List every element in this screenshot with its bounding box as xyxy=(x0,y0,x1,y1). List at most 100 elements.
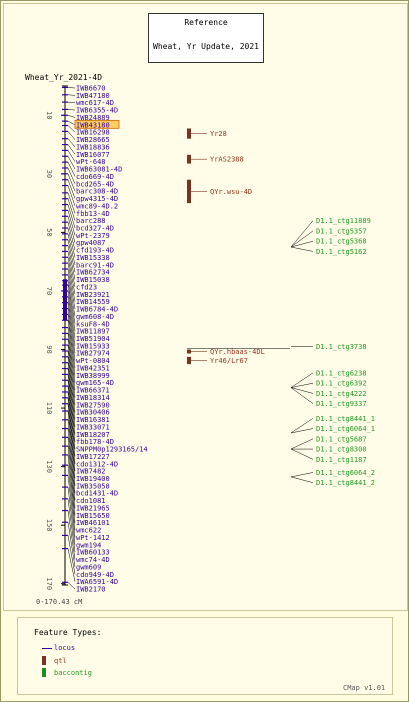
contig-label[interactable]: D1.1_ctg5368 xyxy=(316,238,367,246)
locus-label[interactable]: IWB66371 xyxy=(76,387,110,395)
locus-label[interactable]: IWB18207 xyxy=(76,431,110,439)
contig-label[interactable]: D1.1_ctg6064_1 xyxy=(316,425,375,433)
locus-label[interactable]: bcd265-4D xyxy=(76,180,114,188)
contig-label[interactable]: D1.1_ctg5162 xyxy=(316,248,367,256)
locus-label[interactable]: wmc617-4D xyxy=(76,99,114,107)
qtl-bar[interactable] xyxy=(187,128,191,139)
locus-label[interactable]: IWB16381 xyxy=(76,416,110,424)
locus-label[interactable]: IWB42351 xyxy=(76,364,110,372)
locus-label[interactable]: cdo669-4D xyxy=(76,173,114,181)
locus-label[interactable]: IWB15338 xyxy=(76,254,110,262)
locus-label[interactable]: IWB17227 xyxy=(76,453,110,461)
locus-label[interactable]: gwm608-4D xyxy=(76,313,114,321)
contig-label[interactable]: D1.1_ctg5357 xyxy=(316,227,367,235)
locus-label[interactable]: IWB51904 xyxy=(76,335,110,343)
locus-label[interactable]: wmc89-4D.2 xyxy=(76,202,118,210)
locus-label[interactable]: IWB15038 xyxy=(76,276,110,284)
locus-connector xyxy=(67,144,76,155)
contig-label[interactable]: D1.1_ctg4222 xyxy=(316,390,367,398)
locus-label[interactable]: IWB30406 xyxy=(76,409,110,417)
locus-label[interactable]: cfd23 xyxy=(76,283,97,291)
locus-label[interactable]: IWB7482 xyxy=(76,468,106,476)
locus-label[interactable]: IWB33071 xyxy=(76,423,110,431)
locus-label[interactable]: IWB15650 xyxy=(76,512,110,520)
locus-label[interactable]: fbb178-4D xyxy=(76,438,114,446)
locus-label[interactable]: IWB28665 xyxy=(76,136,110,144)
locus-label[interactable]: barc288 xyxy=(76,217,106,225)
locus-label[interactable]: IWB15933 xyxy=(76,342,110,350)
locus-label[interactable]: IWB6784-4D xyxy=(76,306,118,314)
qtl-label[interactable]: Yr46/Lr67 xyxy=(210,357,248,365)
qtl-label[interactable]: YrAS2388 xyxy=(210,156,244,164)
qtl-label[interactable]: QYr.wsu-4D xyxy=(210,188,252,196)
locus-label[interactable]: IWB43180 xyxy=(76,121,110,129)
locus-label[interactable]: bcd327-4D xyxy=(76,224,114,232)
reference-box[interactable]: Reference Wheat, Yr Update, 2021 xyxy=(148,13,264,63)
contig-label[interactable]: D1.1_ctg8441_2 xyxy=(316,479,375,487)
locus-label[interactable]: IWB14559 xyxy=(76,298,110,306)
contig-label[interactable]: D1.1_ctg5687 xyxy=(316,435,367,443)
map-name[interactable]: Wheat_Yr_2021-4D xyxy=(25,73,103,82)
locus-label[interactable]: IWB6670 xyxy=(76,85,106,93)
locus-label[interactable]: wPt-2379 xyxy=(76,232,110,240)
locus-label[interactable]: IWB16077 xyxy=(76,151,110,159)
locus-label[interactable]: IWB19400 xyxy=(76,475,110,483)
locus-label[interactable]: cdo1081 xyxy=(76,497,106,505)
qtl-bar[interactable] xyxy=(187,154,191,164)
locus-label[interactable]: IWB27590 xyxy=(76,401,110,409)
locus-label[interactable]: IWB60133 xyxy=(76,549,110,557)
locus-label[interactable]: cfd193-4D xyxy=(76,247,114,255)
contig-label[interactable]: D1.1_ctg8441_1 xyxy=(316,415,375,423)
locus-label[interactable]: IWB6355-4D xyxy=(76,107,118,115)
qtl-bar[interactable] xyxy=(187,349,191,354)
locus-label[interactable]: wPt-648 xyxy=(76,158,106,166)
contig-label[interactable]: D1.1_ctg9337 xyxy=(316,400,367,408)
locus-label[interactable]: IWB18836 xyxy=(76,143,110,151)
qtl-label[interactable]: Yr28 xyxy=(210,130,227,138)
locus-label[interactable]: IWB27974 xyxy=(76,350,110,358)
locus-label[interactable]: barc91-4D xyxy=(76,261,114,269)
contig-label[interactable]: D1.1_ctg6392 xyxy=(316,380,367,388)
locus-label[interactable]: IWB2170 xyxy=(76,586,106,594)
locus-label[interactable]: gwm165-4D xyxy=(76,379,114,387)
locus-label[interactable]: IWB63081-4D xyxy=(76,166,122,174)
locus-label[interactable]: cdo949-4D xyxy=(76,571,114,579)
qtl-bar[interactable] xyxy=(187,179,191,204)
locus-label[interactable]: SNPPM0p1293165/14 xyxy=(76,446,148,454)
locus-label[interactable]: wmc74-4D xyxy=(76,556,110,564)
locus-label[interactable]: IWB11897 xyxy=(76,328,110,336)
locus-label[interactable]: IWB35058 xyxy=(76,482,110,490)
locus-label[interactable]: IWB62734 xyxy=(76,269,110,277)
locus-label[interactable]: gwm194 xyxy=(76,541,101,549)
locus-label[interactable]: IWB21965 xyxy=(76,504,110,512)
locus-label[interactable]: IWB23921 xyxy=(76,291,110,299)
locus-label[interactable]: IWB38999 xyxy=(76,372,110,380)
locus-label[interactable]: gpw4087 xyxy=(76,239,106,247)
locus-label[interactable]: cdo1312-4D xyxy=(76,460,118,468)
locus-label[interactable]: gpw4315-4D xyxy=(76,195,118,203)
locus-label[interactable]: wPt-0804 xyxy=(76,357,110,365)
locus-connector xyxy=(67,487,76,545)
locus-label[interactable]: wmc622 xyxy=(76,527,101,535)
locus-connector xyxy=(67,162,76,177)
locus-label[interactable]: IWB46101 xyxy=(76,519,110,527)
contig-label[interactable]: D1.1_ctg6238 xyxy=(316,369,367,377)
qtl-bar[interactable] xyxy=(187,356,191,365)
locus-label[interactable]: barc308-4D xyxy=(76,188,118,196)
locus-label[interactable]: ksuF8-4D xyxy=(76,320,110,328)
contig-label[interactable]: D1.1_ctg1187 xyxy=(316,456,367,464)
locus-label[interactable]: fbb13-4D xyxy=(76,210,110,218)
qtl-label[interactable]: QYr.hbaas-4DL xyxy=(210,348,265,356)
locus-label[interactable]: IWB47180 xyxy=(76,92,110,100)
locus-label[interactable]: bcd1431-4D xyxy=(76,490,118,498)
contig-label[interactable]: D1.1_ctg8300 xyxy=(316,446,367,454)
contig-label[interactable]: D1.1_ctg11889 xyxy=(316,217,371,225)
locus-label[interactable]: wPt-1412 xyxy=(76,534,110,542)
contig-label[interactable]: D1.1_ctg3738 xyxy=(316,343,367,351)
locus-label[interactable]: gwm609 xyxy=(76,563,101,571)
locus-label[interactable]: IWA6591-4D xyxy=(76,578,118,586)
locus-label[interactable]: IWB18314 xyxy=(76,394,110,402)
locus-label[interactable]: IWB16298 xyxy=(76,129,110,137)
locus-label[interactable]: IWB24889 xyxy=(76,114,110,122)
contig-label[interactable]: D1.1_ctg6064_2 xyxy=(316,469,375,477)
